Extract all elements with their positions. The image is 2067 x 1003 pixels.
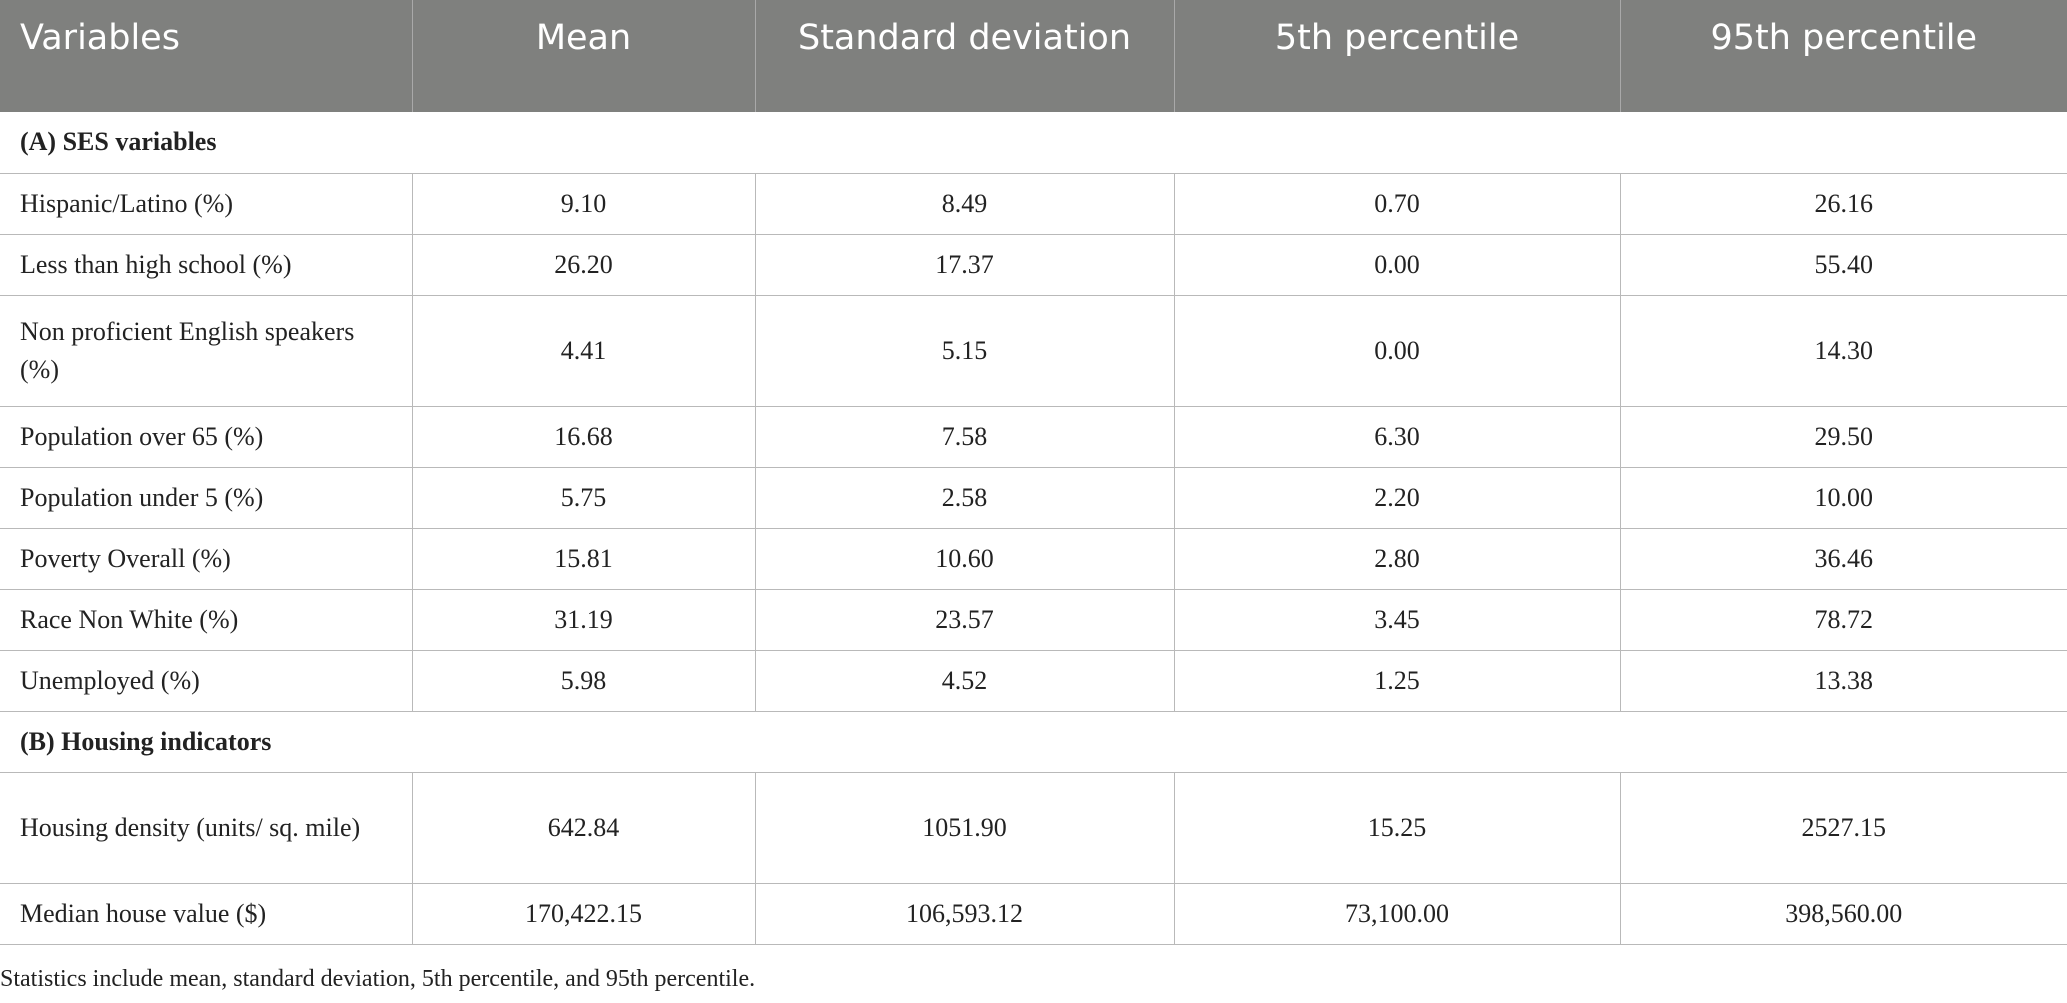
cell-p5: 15.25	[1173, 771, 1621, 884]
cell-p5: 3.45	[1173, 588, 1621, 651]
cell-p5: 6.30	[1173, 405, 1621, 468]
header-95th-percentile: 95th percentile	[1620, 0, 2067, 112]
table-row: Unemployed (%) 5.98 4.52 1.25 13.38	[0, 649, 2067, 712]
table-footnote: Statistics include mean, standard deviat…	[0, 966, 756, 992]
cell-sd: 106,593.12	[754, 882, 1175, 945]
row-label: Unemployed (%)	[0, 649, 413, 712]
row-label: Hispanic/Latino (%)	[0, 172, 413, 235]
table-row: Less than high school (%) 26.20 17.37 0.…	[0, 233, 2067, 296]
cell-p5: 2.80	[1173, 527, 1621, 590]
cell-mean: 26.20	[411, 233, 756, 296]
row-label: Median house value ($)	[0, 882, 413, 945]
table-row: Non proficient English speakers (%) 4.41…	[0, 294, 2067, 407]
cell-p5: 1.25	[1173, 649, 1621, 712]
cell-sd: 10.60	[754, 527, 1175, 590]
header-standard-deviation: Standard deviation	[755, 0, 1175, 112]
statistics-table: Variables Mean Standard deviation 5th pe…	[0, 0, 2067, 945]
cell-sd: 17.37	[754, 233, 1175, 296]
cell-mean: 31.19	[411, 588, 756, 651]
cell-sd: 7.58	[754, 405, 1175, 468]
cell-p5: 0.00	[1173, 233, 1621, 296]
cell-mean: 16.68	[411, 405, 756, 468]
cell-mean: 15.81	[411, 527, 756, 590]
table-body: (A) SES variables Hispanic/Latino (%) 9.…	[0, 112, 2067, 945]
cell-p95: 55.40	[1619, 233, 2067, 296]
cell-p5: 0.00	[1173, 294, 1621, 407]
header-variables: Variables	[0, 0, 413, 112]
cell-p5: 2.20	[1173, 466, 1621, 529]
row-label: Poverty Overall (%)	[0, 527, 413, 590]
cell-p95: 36.46	[1619, 527, 2067, 590]
row-label: Non proficient English speakers (%)	[0, 294, 413, 407]
cell-p95: 29.50	[1619, 405, 2067, 468]
row-label: Population over 65 (%)	[0, 405, 413, 468]
cell-mean: 5.75	[411, 466, 756, 529]
section-title-housing: (B) Housing indicators	[0, 710, 2067, 773]
cell-sd: 23.57	[754, 588, 1175, 651]
table-row: Population under 5 (%) 5.75 2.58 2.20 10…	[0, 466, 2067, 529]
cell-p5: 73,100.00	[1173, 882, 1621, 945]
cell-p95: 2527.15	[1619, 771, 2067, 884]
row-label: Housing density (units/ sq. mile)	[0, 771, 413, 884]
table-header: Variables Mean Standard deviation 5th pe…	[0, 0, 2067, 112]
cell-mean: 5.98	[411, 649, 756, 712]
table-row: Poverty Overall (%) 15.81 10.60 2.80 36.…	[0, 527, 2067, 590]
header-5th-percentile: 5th percentile	[1174, 0, 1621, 112]
cell-sd: 2.58	[754, 466, 1175, 529]
cell-sd: 8.49	[754, 172, 1175, 235]
cell-p95: 10.00	[1619, 466, 2067, 529]
header-row: Variables Mean Standard deviation 5th pe…	[0, 0, 2067, 112]
cell-mean: 4.41	[411, 294, 756, 407]
cell-p95: 14.30	[1619, 294, 2067, 407]
cell-p95: 398,560.00	[1619, 882, 2067, 945]
cell-mean: 170,422.15	[411, 882, 756, 945]
cell-mean: 9.10	[411, 172, 756, 235]
table-row: Housing density (units/ sq. mile) 642.84…	[0, 771, 2067, 884]
cell-p95: 13.38	[1619, 649, 2067, 712]
header-mean: Mean	[412, 0, 756, 112]
row-label: Less than high school (%)	[0, 233, 413, 296]
table-row: Race Non White (%) 31.19 23.57 3.45 78.7…	[0, 588, 2067, 651]
cell-mean: 642.84	[411, 771, 756, 884]
table-row: Hispanic/Latino (%) 9.10 8.49 0.70 26.16	[0, 172, 2067, 235]
table-container: Variables Mean Standard deviation 5th pe…	[0, 0, 2067, 945]
table-row: Median house value ($) 170,422.15 106,59…	[0, 882, 2067, 945]
row-label: Population under 5 (%)	[0, 466, 413, 529]
cell-p5: 0.70	[1173, 172, 1621, 235]
cell-sd: 4.52	[754, 649, 1175, 712]
cell-p95: 78.72	[1619, 588, 2067, 651]
section-header-row: (B) Housing indicators	[0, 710, 2067, 773]
row-label: Race Non White (%)	[0, 588, 413, 651]
cell-p95: 26.16	[1619, 172, 2067, 235]
cell-sd: 1051.90	[754, 771, 1175, 884]
cell-sd: 5.15	[754, 294, 1175, 407]
table-row: Population over 65 (%) 16.68 7.58 6.30 2…	[0, 405, 2067, 468]
section-title-ses: (A) SES variables	[0, 112, 2067, 174]
section-header-row: (A) SES variables	[0, 112, 2067, 174]
